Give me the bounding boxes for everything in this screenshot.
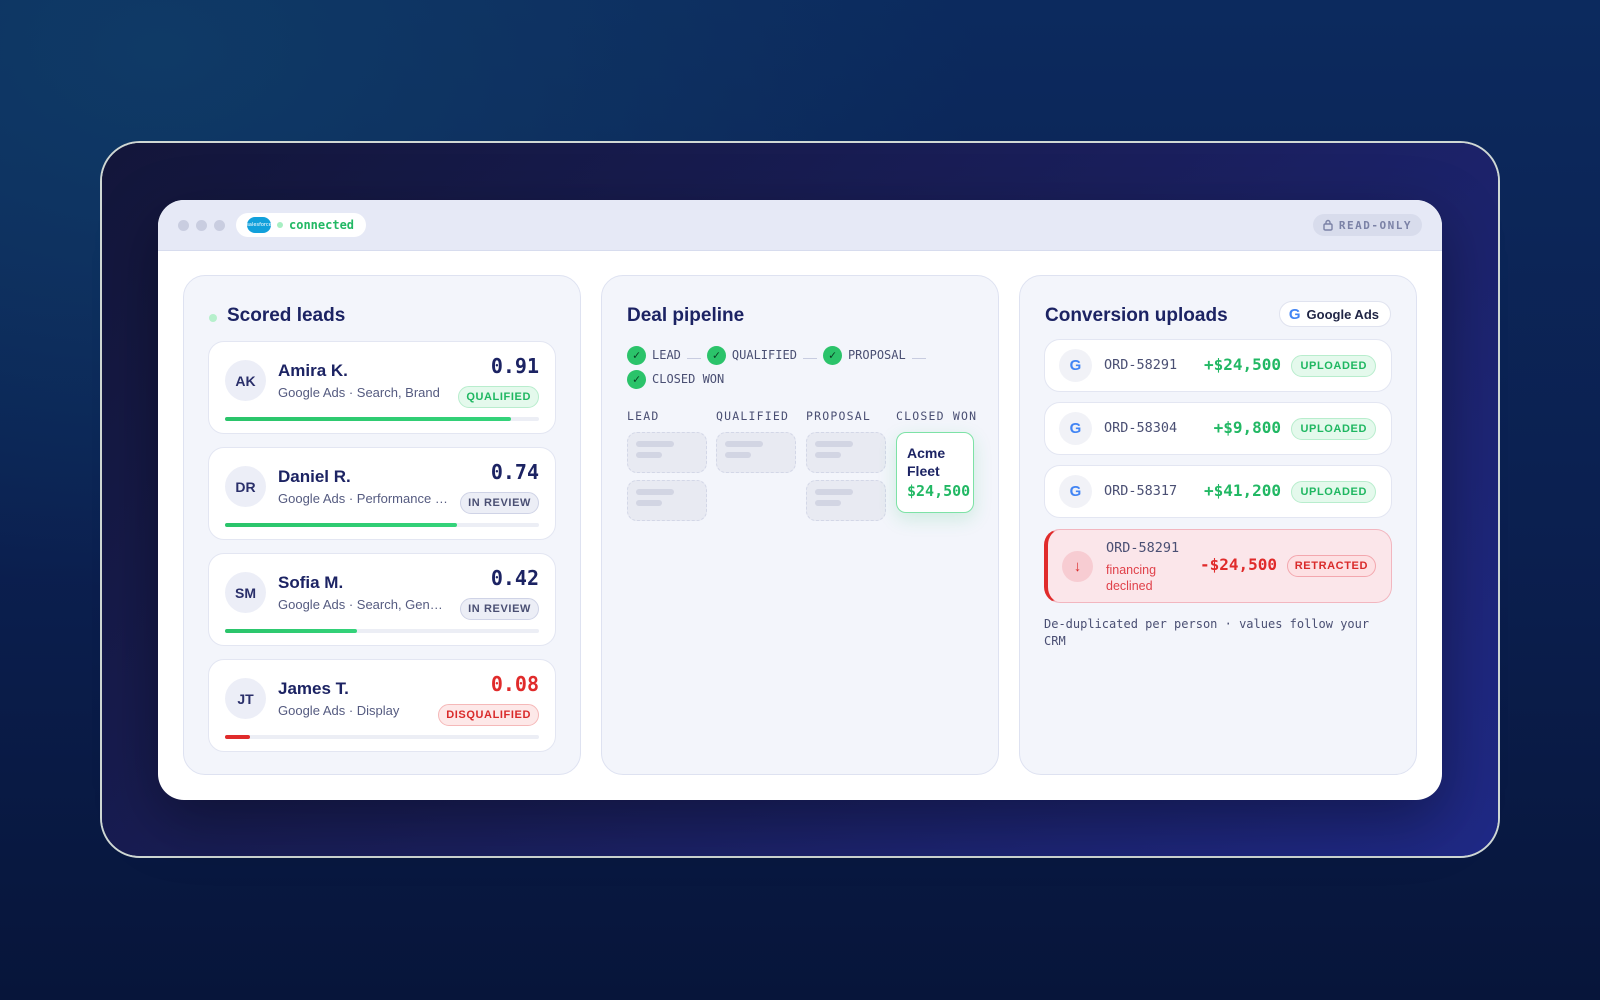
google-icon: G	[1288, 305, 1301, 323]
lead-name: James T.	[278, 679, 349, 698]
column-header-qualified: QUALIFIED	[716, 409, 790, 423]
window-titlebar: salesforce connected READ-ONLY	[158, 200, 1442, 251]
read-only-label: READ-ONLY	[1338, 218, 1412, 232]
deal-placeholder	[806, 432, 886, 473]
panel-title: Deal pipeline	[627, 305, 745, 326]
score-bar	[225, 417, 539, 421]
window-dot-close[interactable]	[178, 219, 189, 231]
check-icon: ✓	[822, 345, 842, 365]
deal-value: $24,500	[907, 482, 971, 500]
upload-row[interactable]: G ORD-58317 +$41,200 UPLOADED	[1044, 465, 1392, 518]
deal-placeholder	[716, 432, 796, 473]
window-dot-minimize[interactable]	[196, 219, 207, 231]
avatar: AK	[225, 360, 266, 401]
stage-separator	[911, 358, 926, 359]
status-badge: UPLOADED	[1291, 355, 1376, 377]
upload-amount: +$24,500	[1203, 355, 1281, 374]
deal-placeholder	[806, 480, 886, 521]
connection-status: connected	[289, 218, 355, 232]
score-bar-fill	[225, 417, 511, 421]
upload-amount: +$41,200	[1203, 481, 1281, 500]
lead-source: Google Ads · Search, Brand	[278, 385, 440, 400]
lead-score: 0.91	[490, 354, 539, 378]
stage-qualified: ✓ QUALIFIED	[706, 343, 797, 367]
panel-title: Conversion uploads	[1045, 305, 1228, 326]
avatar: SM	[225, 572, 266, 613]
column-header-proposal: PROPOSAL	[806, 409, 871, 423]
score-bar-fill	[225, 735, 251, 739]
deal-card-closed-won[interactable]: Acme Fleet $24,500	[896, 432, 974, 513]
scored-leads-panel: Scored leads AK Amira K. Google Ads · Se…	[183, 275, 581, 775]
stage-closed-won: ✓ CLOSED WON	[627, 367, 724, 391]
order-id: ORD-58291	[1106, 540, 1180, 556]
check-icon: ✓	[627, 345, 646, 365]
upload-row[interactable]: G ORD-58304 +$9,800 UPLOADED	[1044, 402, 1392, 455]
status-badge: RETRACTED	[1286, 555, 1376, 577]
google-icon: G	[1059, 412, 1092, 445]
deal-placeholder	[627, 432, 707, 473]
crm-connection-pill: salesforce connected	[236, 213, 367, 237]
order-id: ORD-58304	[1104, 420, 1178, 436]
status-dot	[277, 222, 283, 228]
lead-name: Amira K.	[278, 361, 348, 380]
upload-row[interactable]: G ORD-58291 +$24,500 UPLOADED	[1044, 339, 1392, 392]
status-badge: UPLOADED	[1291, 481, 1376, 503]
lead-card[interactable]: SM Sofia M. Google Ads · Search, Generic…	[208, 553, 556, 646]
lead-score: 0.74	[490, 460, 539, 484]
avatar: DR	[225, 466, 266, 507]
deal-name: Acme Fleet	[907, 445, 946, 479]
deal-pipeline-panel: Deal pipeline ✓ LEAD ✓ QUALIFIED ✓ PROPOSAL ✓…	[601, 275, 999, 775]
read-only-badge: READ-ONLY	[1312, 214, 1422, 236]
lead-name: Daniel R.	[278, 467, 351, 486]
deal-placeholder	[627, 480, 707, 521]
lead-source: Google Ads · Search, Generic	[278, 597, 448, 612]
lead-name: Sofia M.	[278, 573, 344, 592]
status-badge: DISQUALIFIED	[438, 704, 539, 726]
lead-source: Google Ads · Performance Max	[278, 491, 448, 506]
status-badge: UPLOADED	[1291, 418, 1376, 440]
lead-card[interactable]: JT James T. Google Ads · Display 0.08 DI…	[208, 659, 556, 752]
stage-lead: ✓ LEAD	[627, 343, 681, 367]
check-icon: ✓	[706, 345, 726, 365]
status-badge: IN REVIEW	[460, 598, 539, 620]
stage-progress: ✓ LEAD ✓ QUALIFIED ✓ PROPOSAL ✓ CLOSED WON	[627, 343, 967, 391]
lead-score: 0.08	[490, 672, 539, 696]
score-bar-fill	[225, 523, 458, 527]
lead-source: Google Ads · Display	[278, 703, 400, 718]
stage-separator	[686, 358, 701, 359]
platform-label: Google Ads	[1306, 306, 1379, 322]
retraction-row[interactable]: ↓ ORD-58291 financing declined -$24,500 …	[1044, 529, 1392, 603]
retraction-amount: -$24,500	[1199, 555, 1277, 574]
status-badge: QUALIFIED	[458, 386, 539, 408]
score-bar	[225, 735, 539, 739]
google-icon: G	[1059, 475, 1092, 508]
lock-icon	[1323, 219, 1333, 231]
stage-separator	[802, 358, 817, 359]
upload-amount: +$9,800	[1213, 418, 1281, 437]
column-header-closed-won: CLOSED WON	[896, 409, 978, 423]
score-bar	[225, 523, 539, 527]
conversion-uploads-panel: Conversion uploads G Google Ads G ORD-58…	[1019, 275, 1417, 775]
google-ads-badge: G Google Ads	[1278, 301, 1391, 327]
live-dot	[209, 314, 217, 322]
lead-card[interactable]: DR Daniel R. Google Ads · Performance Ma…	[208, 447, 556, 540]
check-icon: ✓	[627, 369, 646, 389]
column-header-lead: LEAD	[627, 409, 660, 423]
lead-score: 0.42	[490, 566, 539, 590]
window-dot-maximize[interactable]	[214, 219, 225, 231]
google-icon: G	[1059, 349, 1092, 382]
order-id: ORD-58291	[1104, 357, 1178, 373]
stage-proposal: ✓ PROPOSAL	[822, 343, 906, 367]
score-bar	[225, 629, 539, 633]
panel-title: Scored leads	[227, 305, 346, 326]
order-id: ORD-58317	[1104, 483, 1178, 499]
footnote: De-duplicated per person · values follow…	[1044, 617, 1370, 648]
avatar: JT	[225, 678, 266, 719]
arrow-down-icon: ↓	[1062, 551, 1093, 582]
lead-card[interactable]: AK Amira K. Google Ads · Search, Brand 0…	[208, 341, 556, 434]
retraction-reason: financing declined	[1106, 563, 1157, 593]
salesforce-logo-icon: salesforce	[246, 217, 272, 233]
score-bar-fill	[225, 629, 357, 633]
status-badge: IN REVIEW	[460, 492, 539, 514]
